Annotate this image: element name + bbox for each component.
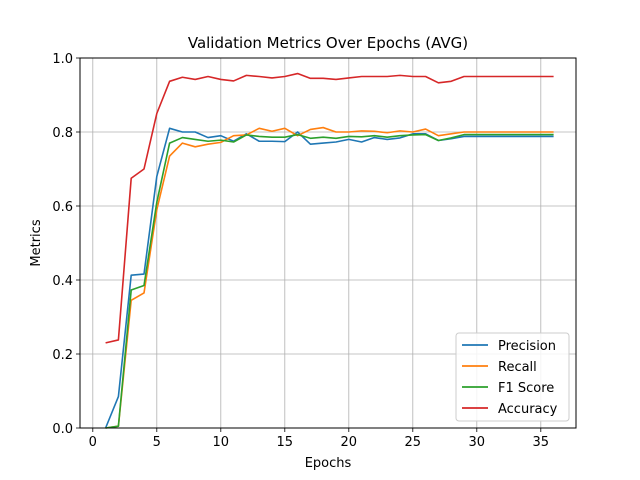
series-line-accuracy [105,72,554,344]
series-line-recall [105,126,554,429]
y-tick-label: 0.2 [52,348,73,363]
y-tick-label: 1.0 [52,52,73,67]
y-tick-label: 0.8 [52,126,73,141]
legend-label-accuracy: Accuracy [498,402,558,417]
legend-box [455,332,570,422]
x-tick-label: 5 [153,435,161,450]
legend: Precision Recall F1 Score Accuracy [455,332,570,422]
y-tick-label: 0.0 [52,422,73,437]
x-tick-label: 30 [469,435,486,450]
legend-label-f1-score: F1 Score [498,381,554,396]
chart-title: Validation Metrics Over Epochs (AVG) [188,34,468,52]
x-tick-label: 35 [533,435,550,450]
x-tick-label: 0 [89,435,97,450]
y-axis-label: Metrics [29,219,44,266]
y-tick-label: 0.4 [52,274,73,289]
x-tick-label: 10 [213,435,230,450]
x-tick-label: 20 [341,435,358,450]
series-line-f1-score [105,133,554,429]
y-tick-label: 0.6 [52,200,73,215]
series-lines [104,72,554,429]
x-tick-label: 25 [405,435,422,450]
series-line-precision [104,127,554,429]
x-axis-label: Epochs [305,456,352,471]
plot-area-frame [79,57,577,429]
x-tick-label: 15 [277,435,294,450]
legend-label-precision: Precision [498,339,556,354]
legend-label-recall: Recall [498,360,537,375]
axis-ticks: 0 5 10 15 20 25 30 35 0.0 0.2 0.4 0.6 0.8 1.0 [52,52,549,450]
